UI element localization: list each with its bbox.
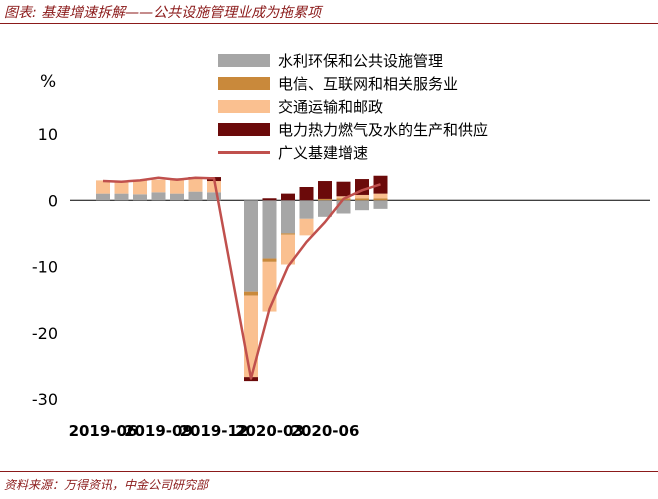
- bar-segment: [96, 180, 110, 194]
- bar-segment: [188, 178, 203, 192]
- bar-segment: [281, 193, 295, 201]
- x-tick-label: 2019-09: [124, 422, 193, 440]
- bar-segment: [281, 234, 295, 265]
- bar-segment: [133, 194, 147, 201]
- bar-segment: [355, 198, 369, 201]
- title-divider: [0, 23, 658, 24]
- bar-segment: [281, 233, 295, 235]
- legend-item: 广义基建增速: [218, 141, 488, 164]
- legend-item: 交通运输和邮政: [218, 95, 488, 118]
- legend-label: 广义基建增速: [278, 144, 369, 162]
- legend-label: 交通运输和邮政: [278, 98, 384, 116]
- bar-segment: [133, 179, 147, 195]
- bar-segment: [299, 187, 314, 201]
- bar-segment: [373, 200, 388, 209]
- bar-segment: [262, 200, 277, 259]
- bar-segment: [170, 179, 184, 194]
- source-note: 资料来源：万得资讯，中金公司研究部: [4, 478, 209, 492]
- bar-segment: [170, 193, 184, 201]
- legend-label: 电力热力燃气及水的生产和供应: [278, 121, 489, 139]
- y-tick-label: 10: [38, 125, 58, 144]
- bar-segment: [373, 198, 388, 201]
- legend-swatch: [218, 151, 270, 154]
- bar-segment: [281, 200, 295, 234]
- bar-segment: [207, 181, 221, 193]
- x-tick-label: 2019-06: [69, 422, 138, 440]
- y-tick-label: 0: [48, 191, 58, 210]
- legend-swatch: [218, 54, 270, 67]
- legend-label: 电信、互联网和相关服务业: [278, 75, 459, 93]
- chart-canvas: 10 0 -10 -20 -30 2019-062019-092019-122020-03…: [32, 125, 650, 440]
- series-line-infrastructure-growth: [102, 176, 381, 380]
- bar-segment: [244, 291, 258, 296]
- y-tick-label: -10: [32, 258, 58, 277]
- source-divider: [0, 471, 658, 472]
- bar-segment: [114, 181, 129, 194]
- bar-segment: [318, 198, 332, 201]
- bar-segment: [262, 261, 277, 312]
- bar-segment: [336, 196, 351, 199]
- chart-title: 图表: 基建增速拆解——公共设施管理业成为拖累项: [4, 5, 322, 21]
- bar-segment: [318, 200, 332, 217]
- bar-segment: [373, 193, 388, 199]
- bar-segment: [114, 193, 129, 201]
- y-axis-unit: %: [40, 72, 57, 92]
- bar-segment: [244, 295, 258, 378]
- chart-legend: 水利环保和公共设施管理 电信、互联网和相关服务业 交通运输和邮政电力热力燃气及水的生…: [218, 49, 488, 164]
- y-tick-label: -20: [32, 324, 58, 343]
- bar-segment: [96, 193, 110, 201]
- bar-segment: [299, 218, 314, 236]
- legend-swatch: [218, 100, 270, 113]
- bar-segment: [355, 194, 369, 199]
- x-tick-label: 2020-06: [291, 422, 360, 440]
- legend-item: 电信、互联网和相关服务业: [218, 72, 488, 95]
- bar-segment: [188, 191, 203, 201]
- x-tick-label: 2020-03: [235, 422, 304, 440]
- legend-swatch: [218, 123, 270, 136]
- bar-segment: [151, 192, 166, 201]
- bar-segment: [318, 181, 332, 199]
- legend-item: 水利环保和公共设施管理: [218, 49, 488, 72]
- bar-segment: [262, 258, 277, 262]
- bar-segment: [355, 200, 369, 211]
- legend-swatch: [218, 77, 270, 90]
- y-tick-label: -30: [32, 390, 58, 409]
- bar-segment: [207, 192, 221, 201]
- x-tick-label: 2019-12: [180, 422, 249, 440]
- legend-item: 电力热力燃气及水的生产和供应: [218, 118, 488, 141]
- bar-segment: [299, 200, 314, 219]
- bar-segment: [244, 200, 258, 292]
- bar-segment: [151, 179, 166, 193]
- bar-segment: [262, 198, 277, 201]
- legend-label: 水利环保和公共设施管理: [278, 52, 444, 70]
- bar-segment: [336, 181, 351, 197]
